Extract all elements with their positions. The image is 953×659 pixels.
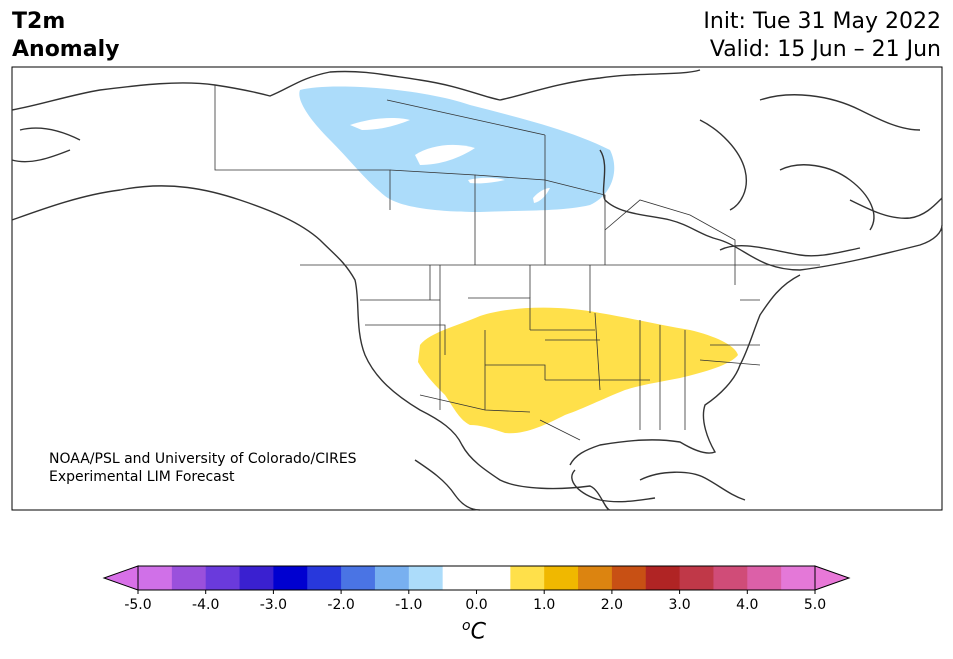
colorbar-over-arrow bbox=[814, 565, 851, 591]
colorbar-bins bbox=[102, 565, 851, 591]
units-degree: o bbox=[462, 618, 471, 634]
colorbar-tick-label: 0.0 bbox=[465, 597, 487, 613]
colorbar-bin bbox=[611, 566, 647, 590]
date-info: Init: Tue 31 May 2022 Valid: 15 Jun – 21… bbox=[703, 8, 941, 64]
lake-small-2 bbox=[533, 188, 550, 203]
colorbar-bin bbox=[544, 566, 579, 590]
credit-line-1: NOAA/PSL and University of Colorado/CIRE… bbox=[49, 451, 357, 467]
colorbar-bin bbox=[747, 566, 782, 590]
colorbar-tick-label: 2.0 bbox=[601, 597, 623, 613]
colorbar-bin bbox=[679, 566, 714, 590]
colorbar-ticks: -5.0 -4.0 -3.0 -2.0 -1.0 0.0 1.0 2.0 3.0 4.0 5.0 bbox=[124, 590, 826, 613]
colorbar-tick-label: 1.0 bbox=[533, 597, 555, 613]
colorbar-bin bbox=[138, 566, 173, 590]
credit-block: NOAA/PSL and University of Colorado/CIRE… bbox=[49, 450, 357, 486]
colorbar-tick-label: 3.0 bbox=[668, 597, 690, 613]
colorbar-tick-label: -2.0 bbox=[327, 597, 354, 613]
warm-anomaly-region bbox=[418, 307, 738, 434]
colorbar-tick-label: -5.0 bbox=[124, 597, 151, 613]
colorbar-bin bbox=[781, 566, 816, 590]
colorbar-bin bbox=[442, 566, 477, 590]
colorbar-bin bbox=[273, 566, 308, 590]
units-letter: C bbox=[470, 619, 486, 645]
map-title: T2m Anomaly bbox=[12, 8, 119, 64]
colorbar-bin bbox=[713, 566, 748, 590]
colorbar-bin bbox=[645, 566, 681, 590]
colorbar-units: oC bbox=[462, 618, 486, 644]
colorbar-tick-label: 5.0 bbox=[804, 597, 826, 613]
colorbar-under-arrow bbox=[102, 565, 139, 591]
colorbar-bin bbox=[171, 566, 207, 590]
valid-date: Valid: 15 Jun – 21 Jun bbox=[709, 37, 941, 62]
credit-line-2: Experimental LIM Forecast bbox=[49, 469, 235, 485]
colorbar-tick-label: -3.0 bbox=[260, 597, 287, 613]
colorbar-tick-label: -1.0 bbox=[395, 597, 422, 613]
colorbar-bin bbox=[205, 566, 241, 590]
colorbar-bin bbox=[307, 566, 342, 590]
coastlines bbox=[11, 69, 943, 511]
colorbar-bin bbox=[374, 566, 410, 590]
colorbar-bin bbox=[476, 566, 511, 590]
lake-winnipeg-like bbox=[350, 117, 410, 130]
colorbar-tick-label: -4.0 bbox=[192, 597, 219, 613]
colorbar-tick-label: 4.0 bbox=[736, 597, 758, 613]
init-date: Init: Tue 31 May 2022 bbox=[703, 9, 941, 34]
lake-small bbox=[468, 177, 505, 184]
title-variable: T2m bbox=[12, 9, 66, 34]
colorbar-bin bbox=[341, 566, 376, 590]
colorbar-bin bbox=[408, 566, 444, 590]
colorbar-bin bbox=[578, 566, 613, 590]
borders bbox=[214, 85, 820, 441]
lake-large bbox=[415, 144, 475, 165]
title-quantity: Anomaly bbox=[12, 37, 120, 62]
colorbar-bin bbox=[239, 566, 274, 590]
colorbar-bin bbox=[510, 566, 545, 590]
